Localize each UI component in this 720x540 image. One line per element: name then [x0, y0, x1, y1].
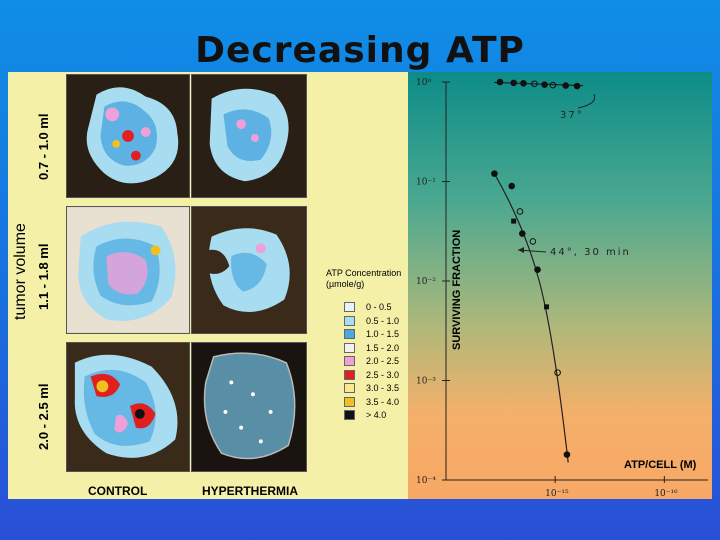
y-tick-label: 10⁻¹ [416, 178, 436, 188]
data-point [531, 80, 538, 88]
legend-swatch [344, 302, 355, 312]
annotation-37: 37° [560, 110, 584, 121]
row-label-2: 1.1 - 1.8 ml [36, 243, 51, 310]
slide-title: Decreasing ATP [195, 30, 525, 71]
legend-label: 0.5 - 1.0 [366, 315, 400, 326]
tumor-volume-label: tumor volume [12, 223, 29, 320]
data-point [554, 369, 561, 376]
legend-label: 3.0 - 3.5 [366, 383, 400, 393]
legend-swatch [344, 396, 355, 407]
legend-swatch [344, 383, 355, 393]
legend-swatch [344, 356, 355, 366]
data-point [516, 208, 524, 215]
survival-chart-panel: 10⁰ 10⁻¹ 10⁻² 10⁻³ 10⁻⁴ 10⁻¹⁵ 10⁻¹⁶ 37° 44°, 30 … [408, 72, 712, 499]
data-point [529, 238, 537, 245]
hyperthermia-image-small [191, 74, 307, 198]
legend-label: > 4.0 [366, 410, 387, 420]
data-point [519, 230, 526, 237]
column-label-control: CONTROL [88, 484, 148, 498]
legend-swatch [344, 342, 355, 353]
legend-unit: (µmole/g) [326, 279, 365, 289]
annotation-arrowhead-44 [518, 247, 524, 253]
x-axis-label: ATP/CELL (M) [624, 459, 697, 471]
x-tick-label: 10⁻¹⁵ [545, 489, 569, 499]
y-axis-label: SURVIVING FRACTION [451, 230, 463, 350]
hyperthermia-image-large [191, 342, 307, 472]
data-point [491, 170, 498, 177]
atp-legend: ATP Concentration (µmole/g) 0 - 0.5 0.5 -… [326, 268, 410, 438]
x-tick-label: 10⁻¹⁶ [654, 489, 678, 499]
legend-swatch [344, 315, 355, 326]
legend-label: 0 - 0.5 [366, 302, 392, 312]
atp-image-panel: tumor volume 0.7 - 1.0 ml 1.1 - 1.8 ml 2… [8, 72, 408, 499]
control-image-medium [66, 206, 190, 334]
y-tick-label: 10⁻³ [416, 377, 436, 387]
legend-swatch [344, 410, 355, 420]
data-point [544, 304, 550, 310]
row-label-1: 0.7 - 1.0 ml [36, 113, 51, 180]
y-tick-label: 10⁻⁴ [416, 476, 436, 486]
data-point [496, 78, 504, 86]
data-point [520, 80, 527, 87]
legend-swatch [344, 369, 355, 380]
data-point [563, 451, 571, 458]
data-point [573, 82, 581, 90]
data-point [508, 182, 516, 190]
data-point [511, 218, 517, 224]
y-tick-label: 10⁻² [416, 277, 436, 287]
annotation-44: 44°, 30 min [550, 247, 631, 258]
control-image-large [66, 342, 190, 472]
legend-label: 3.5 - 4.0 [366, 396, 400, 407]
data-point [562, 82, 570, 89]
legend-label: 2.5 - 3.0 [366, 369, 400, 380]
annotation-arrow-37 [577, 93, 596, 109]
legend-label: 1.0 - 1.5 [366, 329, 400, 339]
legend-label: 2.0 - 2.5 [366, 356, 400, 366]
series-line-44 [493, 173, 569, 463]
data-point [534, 266, 541, 273]
legend-swatch [344, 329, 355, 339]
control-image-small [66, 74, 190, 198]
hyperthermia-image-medium [191, 206, 307, 334]
data-point [510, 79, 517, 87]
legend-title: ATP Concentration [326, 268, 402, 278]
series-line-37 [493, 81, 584, 87]
row-label-3: 2.0 - 2.5 ml [36, 383, 51, 450]
data-point [541, 81, 548, 88]
column-label-hyperthermia: HYPERTHERMIA [202, 484, 299, 498]
data-point [549, 81, 557, 89]
legend-label: 1.5 - 2.0 [366, 342, 400, 353]
survival-chart: 10⁰ 10⁻¹ 10⁻² 10⁻³ 10⁻⁴ 10⁻¹⁵ 10⁻¹⁶ 37° 44°, 30 … [416, 78, 708, 499]
y-tick-label: 10⁰ [416, 78, 431, 88]
